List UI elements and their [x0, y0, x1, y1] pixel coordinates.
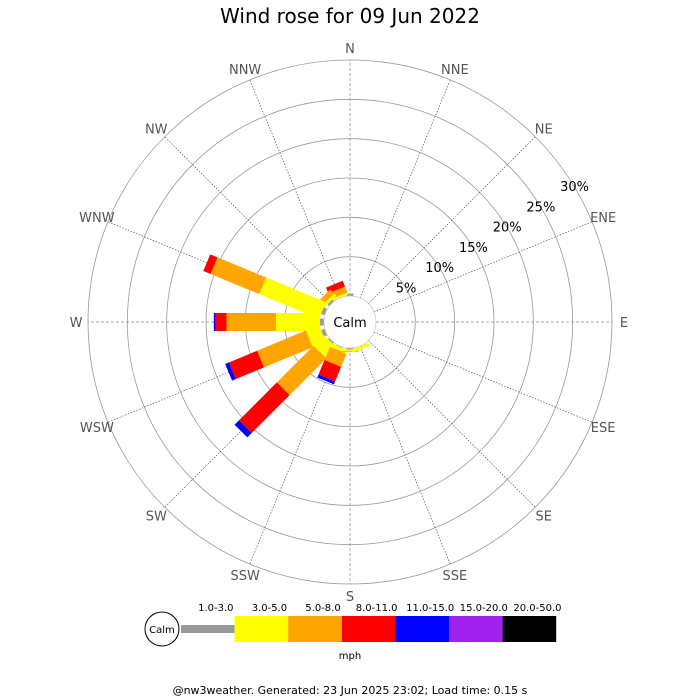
bar-segment-sw-2: [276, 345, 327, 396]
bar-segment-ssw-2: [324, 346, 347, 367]
direction-label-ene: ENE: [590, 211, 616, 226]
bar-segment-sw-3: [239, 382, 290, 433]
bar-segment-wsw-2: [257, 330, 313, 368]
bar-segment-sw-1: [313, 335, 337, 359]
bar-segment-ssw-3: [318, 360, 342, 382]
direction-label-s: S: [346, 590, 354, 605]
grid-spoke: [359, 345, 451, 565]
bar-segment-nw-1: [321, 293, 337, 309]
bar-segment-ssw-4: [317, 374, 336, 385]
bar-segment-sw-4: [234, 420, 252, 438]
legend-bin-label: 3.0-5.0: [252, 603, 287, 614]
direction-labels: N NNE NE ENE E ESE SE SSE S SSW SW WSW W WNW NW NNW: [70, 42, 629, 605]
legend-swatch-2: [288, 616, 342, 642]
legend-swatch-0: [181, 625, 235, 633]
legend-swatch-3: [341, 616, 396, 642]
ring-label: 10%: [425, 261, 454, 276]
grid-spoke: [249, 79, 341, 299]
bar-segment-wnw-0: [321, 307, 328, 316]
grid-spoke: [373, 221, 593, 313]
bar-segment-sse-1: [351, 342, 370, 353]
calm-label: Calm: [333, 316, 366, 331]
legend-swatch-6: [502, 616, 557, 642]
wind-bars: [203, 254, 370, 438]
legend-swatch-4: [395, 616, 449, 642]
ring-labels: 5% 10% 15% 20% 25% 30%: [396, 180, 589, 296]
direction-label-ssw: SSW: [230, 569, 260, 584]
ring-label: 15%: [459, 241, 488, 256]
ring-label: 5%: [396, 281, 417, 296]
legend-bin-label: 1.0-3.0: [198, 603, 233, 614]
grid-spoke: [359, 79, 451, 299]
grid-spoke: [373, 331, 593, 423]
legend-unit: mph: [339, 651, 361, 662]
calm-marker: Calm: [323, 295, 377, 349]
ring-label: 30%: [560, 180, 589, 195]
legend-swatch-1: [234, 616, 289, 642]
bar-segment-ssw-1: [329, 343, 349, 354]
bar-segment-wnw-2: [210, 257, 267, 295]
direction-label-se: SE: [536, 510, 552, 525]
ring-label: 25%: [526, 200, 555, 215]
bar-segment-wnw-3: [203, 254, 218, 275]
bar-segment-wsw-0: [321, 328, 328, 337]
grid-spoke: [249, 345, 341, 565]
polar-grid: [87, 59, 613, 585]
direction-label-n: N: [345, 42, 355, 57]
direction-label-e: E: [620, 316, 628, 331]
bar-segment-wsw-4: [225, 362, 236, 381]
grid-spoke: [368, 136, 536, 304]
ring-label: 20%: [493, 221, 522, 236]
grid-spoke: [368, 340, 536, 508]
bar-segment-nnw-3: [326, 280, 346, 294]
direction-label-wsw: WSW: [80, 421, 114, 436]
legend-bin-label: 20.0-50.0: [513, 603, 561, 614]
bar-segment-nw-2: [317, 289, 335, 307]
direction-label-w: W: [70, 316, 83, 331]
legend-bin-label: 15.0-20.0: [460, 603, 508, 614]
legend-calm-circle: [144, 611, 180, 647]
grid-spoke: [164, 136, 332, 304]
legend-bin-label: 11.0-15.0: [406, 603, 454, 614]
bar-segment-nnw-2: [328, 286, 348, 300]
bar-segment-wsw-1: [305, 325, 326, 348]
chart-title: Wind rose for 09 Jun 2022: [220, 4, 480, 28]
direction-label-ese: ESE: [591, 421, 616, 436]
legend-bin-label: 5.0-8.0: [305, 603, 340, 614]
legend-swatch-5: [449, 616, 503, 642]
speed-legend: Calm 1.0-3.0 3.0-5.0 5.0-8.0 8.0-11.0 11.0-15…: [144, 603, 561, 662]
direction-label-wnw: WNW: [79, 211, 115, 226]
legend-bin-label: 8.0-11.0: [356, 603, 398, 614]
direction-label-nnw: NNW: [229, 63, 261, 78]
direction-label-nne: NNE: [441, 63, 469, 78]
direction-label-sw: SW: [146, 510, 167, 525]
direction-label-ne: NE: [535, 122, 553, 137]
direction-label-sse: SSE: [442, 569, 467, 584]
direction-label-nw: NW: [145, 122, 168, 137]
footer-credit: @nw3weather. Generated: 23 Jun 2025 23:0…: [172, 684, 528, 697]
legend-calm-label: Calm: [149, 625, 175, 636]
bar-segment-wsw-3: [228, 350, 265, 380]
calm-circle: [323, 295, 377, 349]
bar-segment-wnw-1: [259, 277, 326, 319]
